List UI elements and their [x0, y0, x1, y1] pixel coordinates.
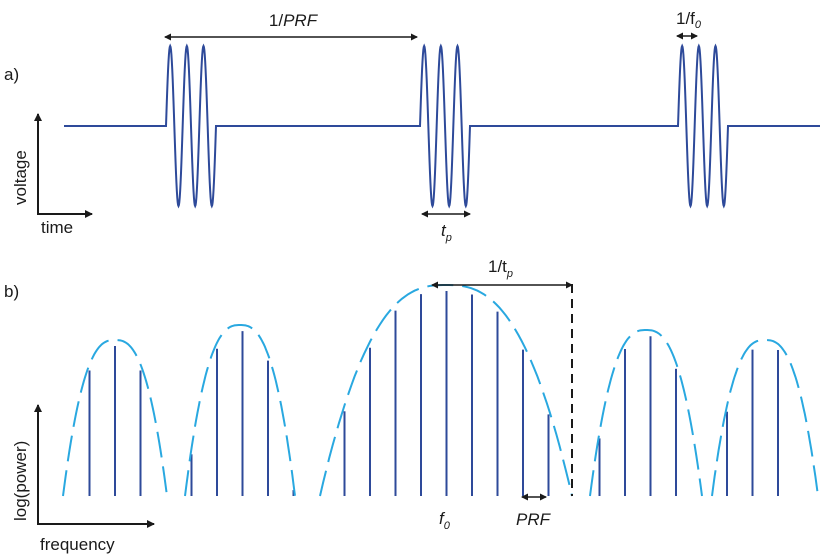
envelope-lobe	[589, 329, 703, 497]
period-label: 1/f0	[676, 9, 702, 31]
pri-label-prefix: 1/	[269, 11, 283, 30]
panel-b-label: b)	[4, 282, 19, 301]
lobe-width-label: 1/tp	[488, 257, 513, 280]
pulse-waveform	[64, 43, 820, 209]
time-axis-label: time	[41, 218, 73, 237]
pri-label-var: PRF	[283, 11, 319, 30]
panel-a-label: a)	[4, 65, 19, 84]
pulse-width-label-main: t	[441, 221, 447, 240]
period-label-prefix: 1/f	[676, 9, 695, 28]
pulse-width-label: tp	[441, 221, 452, 244]
center-frequency-main: f	[439, 509, 446, 528]
power-axis-label: log(power)	[11, 441, 30, 521]
voltage-axis-label: voltage	[11, 150, 30, 205]
sinc-envelope	[62, 284, 819, 497]
pulse-width-label-sub: p	[445, 232, 452, 244]
center-frequency-label: f0	[439, 509, 451, 532]
lobe-width-sub: p	[506, 268, 513, 280]
envelope-lobe	[184, 324, 296, 497]
spectral-lines	[88, 291, 779, 496]
period-label-sub: 0	[695, 19, 702, 31]
frequency-axis-label: frequency	[40, 535, 115, 554]
lobe-width-prefix: 1/t	[488, 257, 507, 276]
pri-label: 1/PRF	[269, 11, 319, 30]
center-frequency-sub: 0	[444, 520, 451, 532]
prf-spacing-label: PRF	[516, 510, 552, 529]
